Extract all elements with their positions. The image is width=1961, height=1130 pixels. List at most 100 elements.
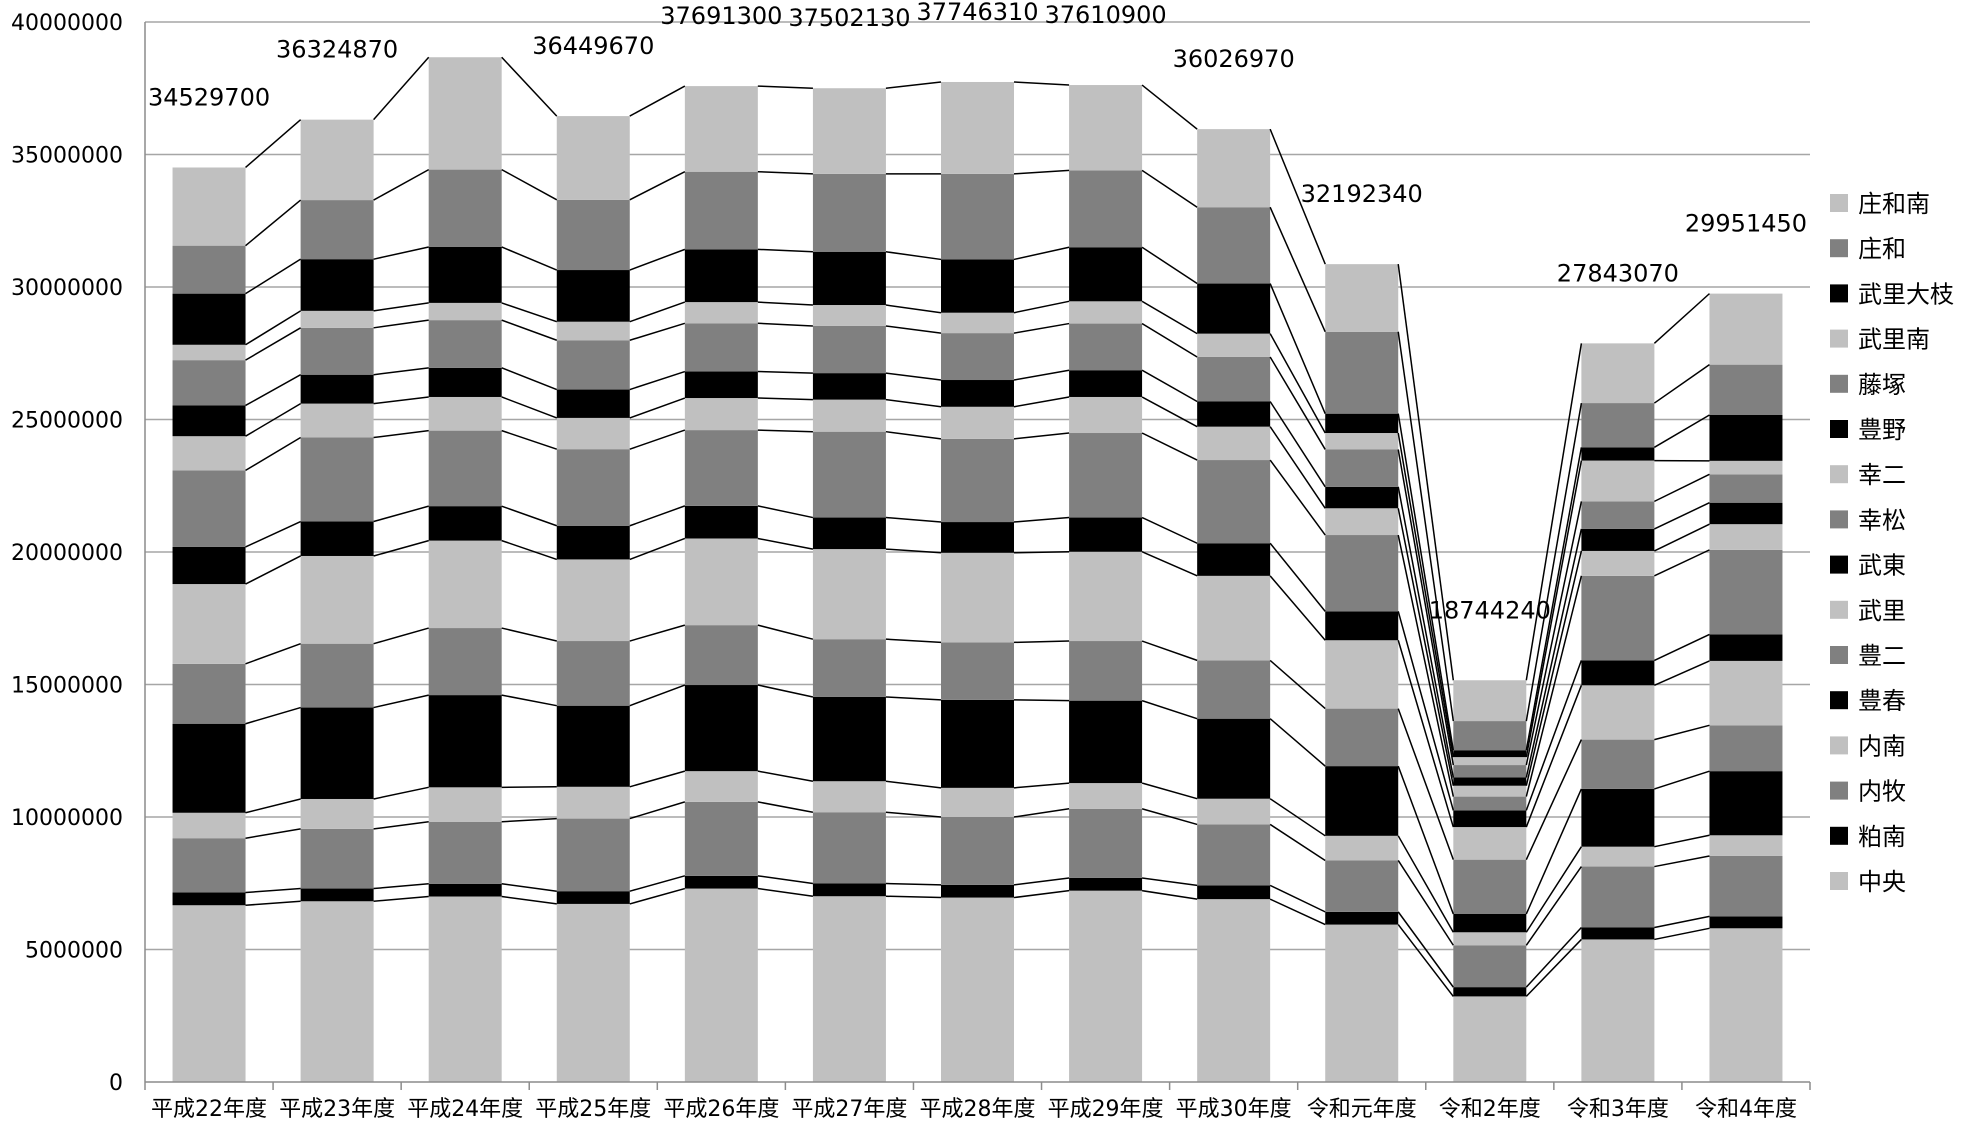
legend-label: 豊春 <box>1858 687 1906 715</box>
series-line-内南 <box>1142 783 1197 799</box>
bar-segment-武里 <box>1709 661 1782 725</box>
series-line-武東 <box>374 506 429 521</box>
bar-segment-武里大枝 <box>173 294 246 345</box>
series-line-武里大枝 <box>1142 247 1197 283</box>
legend-swatch-中央 <box>1830 872 1848 890</box>
legend-label: 武里 <box>1858 597 1906 625</box>
series-line-豊春 <box>1654 771 1709 789</box>
series-line-豊野 <box>374 368 429 375</box>
bar-segment-幸二 <box>1709 524 1782 550</box>
series-line-豊二 <box>246 644 301 664</box>
bar-segment-豊野 <box>813 373 886 400</box>
bar-segment-豊野 <box>1453 778 1526 786</box>
bar-segment-中央 <box>429 897 502 1083</box>
bar-segment-内南 <box>1325 836 1398 861</box>
total-label: 37670300 <box>404 0 526 1</box>
bar-segment-内牧 <box>1069 809 1142 878</box>
x-category-label: 令和4年度 <box>1695 1097 1797 1122</box>
legend-label: 内南 <box>1858 732 1906 760</box>
bar-segment-藤塚 <box>1325 449 1398 486</box>
bar-segment-豊野 <box>1581 529 1654 551</box>
series-line-庄和南 <box>374 57 429 119</box>
bar-segment-豊二 <box>941 642 1014 700</box>
bar-segment-武東 <box>301 522 374 556</box>
series-line-粕南 <box>1526 928 1581 988</box>
bar-segment-武里 <box>1581 685 1654 739</box>
bar-segment-内南 <box>1453 932 1526 945</box>
bar-segment-豊春 <box>1581 789 1654 847</box>
series-line-豊春 <box>1270 719 1325 766</box>
total-label: 37502130 <box>788 4 910 32</box>
bar-segment-武東 <box>173 547 246 584</box>
bar-segment-庄和 <box>1325 332 1398 414</box>
series-line-中央 <box>886 896 941 897</box>
bar-segment-内牧 <box>173 838 246 892</box>
series-line-幸二 <box>630 398 685 418</box>
bar-segment-武東 <box>557 526 630 560</box>
x-category-label: 平成23年度 <box>279 1097 395 1122</box>
series-line-内南 <box>758 771 813 781</box>
series-line-内南 <box>374 787 429 799</box>
bar-segment-幸松 <box>1453 797 1526 811</box>
series-line-幸二 <box>374 397 429 404</box>
bar-segment-武東 <box>1453 810 1526 827</box>
bar-segment-武里南 <box>941 313 1014 333</box>
series-line-藤塚 <box>1270 357 1325 449</box>
series-line-豊二 <box>374 628 429 644</box>
series-line-幸松 <box>1142 433 1197 460</box>
series-line-粕南 <box>1014 878 1069 885</box>
series-line-粕南 <box>502 884 557 891</box>
bar-segment-庄和 <box>941 174 1014 260</box>
bar-segment-藤塚 <box>173 360 246 405</box>
bar-segment-内牧 <box>1709 856 1782 916</box>
series-line-武里 <box>1142 552 1197 576</box>
bar-segment-粕南 <box>301 889 374 902</box>
bar-segment-粕南 <box>941 885 1014 898</box>
bar-segment-武里南 <box>301 311 374 328</box>
bar-segment-中央 <box>1069 891 1142 1082</box>
bar-segment-武里 <box>813 549 886 639</box>
legend-swatch-武里大枝 <box>1830 284 1848 302</box>
bar-segment-内牧 <box>813 812 886 883</box>
bar-segment-藤塚 <box>1453 765 1526 777</box>
bar-segment-幸二 <box>1325 508 1398 535</box>
series-line-庄和南 <box>630 86 685 116</box>
series-line-豊二 <box>1142 641 1197 660</box>
bar-segment-中央 <box>1581 939 1654 1082</box>
bar-segment-武里南 <box>1069 301 1142 323</box>
bar-segment-豊二 <box>1581 740 1654 789</box>
bar-segment-豊野 <box>1069 370 1142 397</box>
bar-segment-武里 <box>685 538 758 625</box>
bar-segment-武里大枝 <box>1069 247 1142 301</box>
series-line-武里 <box>758 538 813 549</box>
series-line-武里 <box>374 541 429 556</box>
x-category-label: 平成30年度 <box>1176 1097 1292 1122</box>
bar-segment-藤塚 <box>1069 324 1142 371</box>
bar-segment-内牧 <box>429 822 502 884</box>
bar-segment-庄和 <box>557 200 630 270</box>
bar-segment-粕南 <box>1709 916 1782 928</box>
bar-segment-幸二 <box>1453 786 1526 797</box>
series-line-庄和南 <box>886 82 941 88</box>
bar-segment-豊春 <box>1069 701 1142 783</box>
series-line-中央 <box>1654 928 1709 939</box>
series-line-武里大枝 <box>886 252 941 260</box>
total-label: 37610900 <box>1044 1 1166 29</box>
bar-segment-豊野 <box>173 405 246 436</box>
total-label: 36449670 <box>532 32 654 60</box>
series-line-幸二 <box>1654 524 1709 551</box>
bar-segment-粕南 <box>1453 987 1526 996</box>
bar-segment-幸二 <box>429 397 502 431</box>
bar-segment-中央 <box>1325 925 1398 1082</box>
series-line-幸松 <box>630 430 685 449</box>
series-line-中央 <box>758 889 813 897</box>
series-line-豊春 <box>246 708 301 724</box>
series-line-中央 <box>502 897 557 904</box>
series-line-武東 <box>1142 518 1197 544</box>
bar-stacks <box>173 57 1783 1082</box>
bar-segment-豊野 <box>429 368 502 397</box>
bar-segment-内牧 <box>941 817 1014 885</box>
series-line-内南 <box>1654 835 1709 846</box>
series-line-武里 <box>1014 552 1069 553</box>
